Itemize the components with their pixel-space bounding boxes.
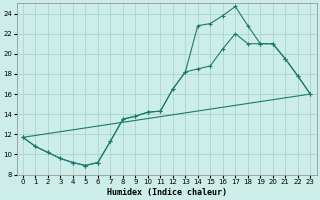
X-axis label: Humidex (Indice chaleur): Humidex (Indice chaleur)	[107, 188, 227, 197]
